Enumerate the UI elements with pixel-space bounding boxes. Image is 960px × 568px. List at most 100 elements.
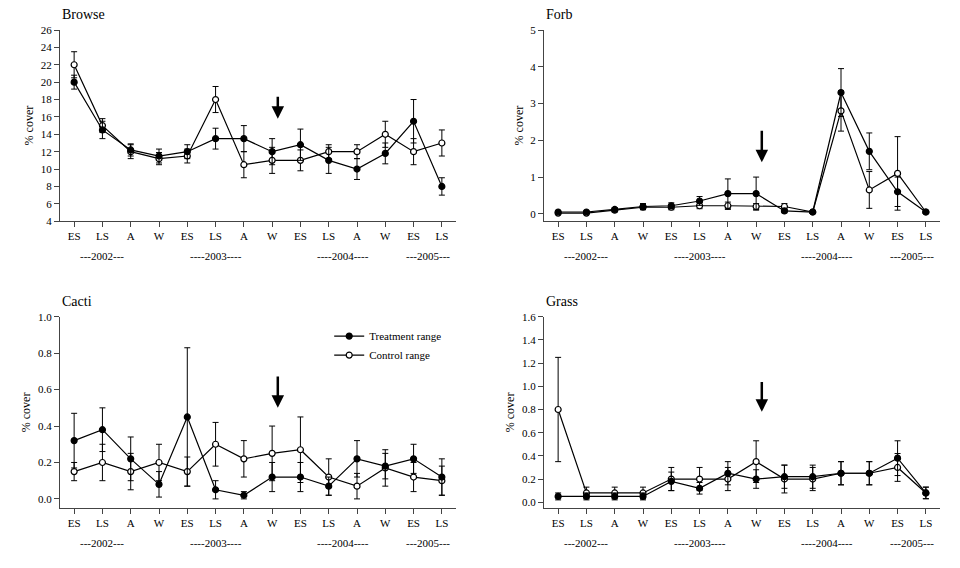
svg-text:A: A: [611, 517, 619, 529]
svg-text:ES: ES: [665, 517, 678, 529]
svg-text:18: 18: [41, 93, 53, 105]
svg-text:LS: LS: [96, 230, 109, 242]
svg-text:----2003----: ----2003----: [674, 537, 726, 549]
svg-text:Grass: Grass: [546, 294, 578, 309]
svg-text:1.0: 1.0: [38, 311, 52, 323]
svg-text:ES: ES: [181, 230, 194, 242]
svg-text:LS: LS: [580, 230, 593, 242]
svg-text:ES: ES: [68, 517, 81, 529]
svg-text:ES: ES: [294, 230, 307, 242]
svg-text:0.6: 0.6: [38, 383, 52, 395]
svg-text:W: W: [751, 517, 762, 529]
svg-text:---2005---: ---2005---: [406, 250, 450, 262]
svg-text:4: 4: [46, 215, 52, 227]
svg-text:A: A: [837, 230, 845, 242]
svg-text:LS: LS: [919, 230, 932, 242]
svg-text:----2003----: ----2003----: [674, 250, 726, 262]
svg-text:ES: ES: [778, 230, 791, 242]
svg-text:LS: LS: [806, 517, 819, 529]
svg-text:W: W: [154, 230, 165, 242]
svg-text:0.2: 0.2: [38, 456, 52, 468]
svg-text:16: 16: [41, 111, 53, 123]
svg-text:ES: ES: [407, 230, 420, 242]
svg-text:LS: LS: [322, 517, 335, 529]
svg-text:LS: LS: [806, 230, 819, 242]
svg-text:0.6: 0.6: [522, 427, 536, 439]
svg-text:LS: LS: [580, 517, 593, 529]
svg-text:---2005---: ---2005---: [406, 537, 450, 549]
svg-text:----2004----: ----2004----: [801, 537, 853, 549]
svg-text:W: W: [267, 517, 278, 529]
svg-text:W: W: [751, 230, 762, 242]
svg-text:----2003----: ----2003----: [190, 537, 242, 549]
svg-text:----2004----: ----2004----: [801, 250, 853, 262]
svg-text:ES: ES: [891, 517, 904, 529]
svg-text:1.0: 1.0: [522, 380, 536, 392]
svg-text:20: 20: [41, 76, 53, 88]
svg-text:0.2: 0.2: [522, 473, 536, 485]
svg-text:W: W: [154, 517, 165, 529]
svg-text:0: 0: [530, 208, 536, 220]
svg-text:----2004----: ----2004----: [317, 250, 369, 262]
svg-text:0.0: 0.0: [522, 496, 536, 508]
svg-text:Control range: Control range: [369, 349, 430, 361]
svg-text:Treatment range: Treatment range: [369, 330, 441, 342]
svg-text:----2003----: ----2003----: [190, 250, 242, 262]
svg-text:ES: ES: [181, 517, 194, 529]
svg-text:A: A: [611, 230, 619, 242]
svg-text:A: A: [353, 517, 361, 529]
svg-text:ES: ES: [407, 517, 420, 529]
svg-text:---2002---: ---2002---: [80, 537, 124, 549]
svg-text:LS: LS: [693, 230, 706, 242]
svg-text:LS: LS: [322, 230, 335, 242]
svg-text:% cover: % cover: [22, 106, 36, 146]
svg-text:LS: LS: [209, 230, 222, 242]
svg-text:LS: LS: [919, 517, 932, 529]
svg-text:0.8: 0.8: [522, 403, 536, 415]
svg-text:ES: ES: [552, 517, 565, 529]
svg-text:0.4: 0.4: [522, 450, 536, 462]
svg-text:W: W: [864, 230, 875, 242]
svg-text:6: 6: [46, 198, 52, 210]
svg-text:2: 2: [530, 134, 536, 146]
svg-text:ES: ES: [891, 230, 904, 242]
svg-text:% cover: % cover: [19, 393, 33, 433]
svg-text:ES: ES: [68, 230, 81, 242]
svg-text:8: 8: [46, 180, 52, 192]
svg-text:22: 22: [41, 59, 52, 71]
svg-text:Browse: Browse: [62, 7, 105, 22]
svg-text:5: 5: [530, 24, 536, 36]
svg-text:LS: LS: [435, 517, 448, 529]
svg-text:---2002---: ---2002---: [564, 250, 608, 262]
svg-text:Cacti: Cacti: [62, 294, 92, 309]
svg-text:26: 26: [41, 24, 53, 36]
svg-text:A: A: [240, 230, 248, 242]
svg-text:0.4: 0.4: [38, 420, 52, 432]
svg-text:W: W: [638, 230, 649, 242]
svg-text:A: A: [127, 517, 135, 529]
svg-text:4: 4: [530, 61, 536, 73]
svg-text:LS: LS: [693, 517, 706, 529]
svg-text:3: 3: [530, 97, 536, 109]
svg-text:% cover: % cover: [512, 106, 526, 146]
svg-text:W: W: [864, 517, 875, 529]
svg-text:ES: ES: [552, 230, 565, 242]
svg-text:A: A: [724, 517, 732, 529]
svg-text:---2005---: ---2005---: [890, 537, 934, 549]
svg-text:W: W: [380, 517, 391, 529]
svg-text:% cover: % cover: [503, 393, 517, 433]
svg-text:10: 10: [41, 163, 53, 175]
svg-text:---2005---: ---2005---: [890, 250, 934, 262]
svg-text:W: W: [267, 230, 278, 242]
svg-text:A: A: [240, 517, 248, 529]
svg-text:0.0: 0.0: [38, 493, 52, 505]
svg-text:W: W: [380, 230, 391, 242]
svg-text:14: 14: [41, 128, 53, 140]
svg-text:ES: ES: [778, 517, 791, 529]
svg-text:----2004----: ----2004----: [317, 537, 369, 549]
svg-text:W: W: [638, 517, 649, 529]
svg-text:A: A: [724, 230, 732, 242]
svg-text:ES: ES: [665, 230, 678, 242]
svg-text:LS: LS: [96, 517, 109, 529]
svg-text:A: A: [353, 230, 361, 242]
